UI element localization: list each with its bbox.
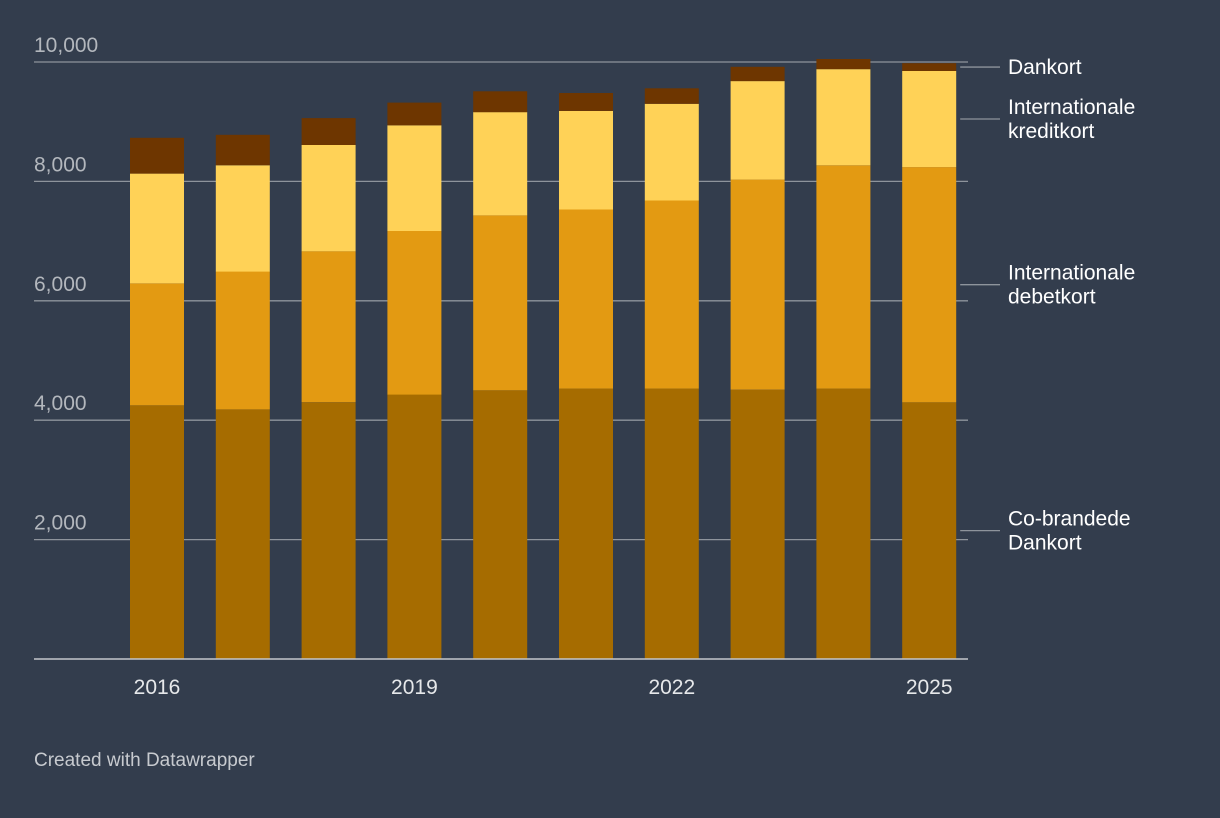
- legend-label-internationale-debetkort: Internationale: [1008, 262, 1135, 285]
- bar-segment-dankort: [730, 66, 785, 82]
- x-tick-label: 2022: [648, 676, 695, 699]
- legend: Co-brandedeDankortInternationaledebetkor…: [960, 56, 1135, 555]
- bar-segment-dankort: [301, 118, 356, 145]
- bar-segment-internationale-debetkort: [130, 283, 184, 406]
- legend-label-internationale-kreditkort: kreditkort: [1008, 120, 1095, 143]
- bar-segment-internationale-debetkort: [387, 231, 442, 395]
- legend-label-dankort: Dankort: [1008, 56, 1082, 79]
- bar-segment-internationale-kreditkort: [559, 111, 613, 210]
- x-tick-label: 2019: [391, 676, 438, 699]
- bar-segment-internationale-kreditkort: [473, 112, 528, 216]
- bar-segment-internationale-kreditkort: [902, 71, 957, 168]
- y-tick-label: 10,000: [34, 34, 98, 57]
- bar-segment-internationale-kreditkort: [301, 145, 356, 252]
- y-tick-label: 4,000: [34, 392, 87, 415]
- legend-label-internationale-debetkort: debetkort: [1008, 286, 1096, 309]
- bar-segment-co-brandede-dankort: [730, 389, 785, 659]
- bar-segment-co-brandede-dankort: [301, 402, 356, 659]
- bar-segment-co-brandede-dankort: [559, 388, 613, 659]
- bar-segment-internationale-debetkort: [644, 200, 699, 389]
- bar-segment-dankort: [473, 91, 528, 113]
- bar-segment-internationale-debetkort: [816, 165, 871, 389]
- legend-label-co-brandede-dankort: Dankort: [1008, 532, 1082, 555]
- y-tick-label: 2,000: [34, 512, 87, 535]
- bar-segment-co-brandede-dankort: [387, 394, 442, 659]
- bar-segment-internationale-kreditkort: [816, 69, 871, 166]
- bar-segment-dankort: [215, 134, 270, 166]
- bar-segment-dankort: [387, 102, 442, 126]
- bar-segment-co-brandede-dankort: [816, 388, 871, 659]
- bar-segment-internationale-kreditkort: [387, 125, 442, 231]
- bar-segment-internationale-kreditkort: [730, 81, 785, 180]
- y-axis-labels: 2,000 4,000 6,000 8,000 10,000: [34, 34, 98, 535]
- bars: [130, 59, 957, 659]
- bar-segment-internationale-debetkort: [215, 271, 270, 410]
- bar-segment-internationale-debetkort: [473, 215, 528, 391]
- bar-segment-internationale-kreditkort: [130, 173, 184, 284]
- bar-segment-co-brandede-dankort: [215, 409, 270, 659]
- x-tick-label: 2016: [134, 676, 181, 699]
- bar-segment-co-brandede-dankort: [644, 388, 699, 659]
- y-tick-label: 8,000: [34, 153, 87, 176]
- bar-segment-dankort: [816, 59, 871, 70]
- bar-segment-internationale-debetkort: [730, 179, 785, 390]
- bar-segment-co-brandede-dankort: [130, 405, 184, 659]
- y-tick-label: 6,000: [34, 273, 87, 296]
- bar-segment-dankort: [130, 137, 184, 174]
- bar-segment-internationale-kreditkort: [644, 103, 699, 201]
- x-axis-labels: 2016 2019 2022 2025: [134, 676, 953, 699]
- bar-segment-dankort: [559, 93, 613, 111]
- bar-segment-dankort: [902, 63, 957, 71]
- bar-segment-internationale-kreditkort: [215, 165, 270, 272]
- legend-label-internationale-kreditkort: Internationale: [1008, 96, 1135, 119]
- bar-segment-internationale-debetkort: [559, 209, 613, 389]
- bar-segment-co-brandede-dankort: [902, 402, 957, 659]
- bar-segment-dankort: [644, 88, 699, 104]
- bar-segment-co-brandede-dankort: [473, 390, 528, 659]
- bar-segment-internationale-debetkort: [301, 251, 356, 403]
- bar-segment-internationale-debetkort: [902, 167, 957, 403]
- legend-label-co-brandede-dankort: Co-brandede: [1008, 508, 1131, 531]
- x-tick-label: 2025: [906, 676, 953, 699]
- credit-text: Created with Datawrapper: [34, 750, 255, 771]
